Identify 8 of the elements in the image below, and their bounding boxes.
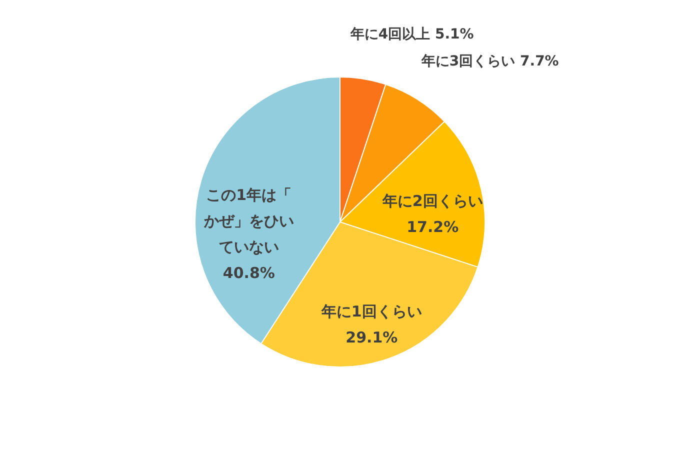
slice-label: 年に1回くらい — [320, 302, 422, 321]
data-label: 17.2% — [406, 218, 459, 236]
data-label: 40.8% — [222, 264, 275, 282]
slice-label: この1年は「かぜ」をひいていない — [202, 186, 294, 256]
slice-label: 年に3回くらい 7.7% — [420, 53, 559, 70]
slice-label: 年に4回以上 5.1% — [349, 26, 474, 42]
data-label: 29.1% — [346, 328, 398, 347]
slice-label: 年に2回くらい — [381, 192, 483, 210]
